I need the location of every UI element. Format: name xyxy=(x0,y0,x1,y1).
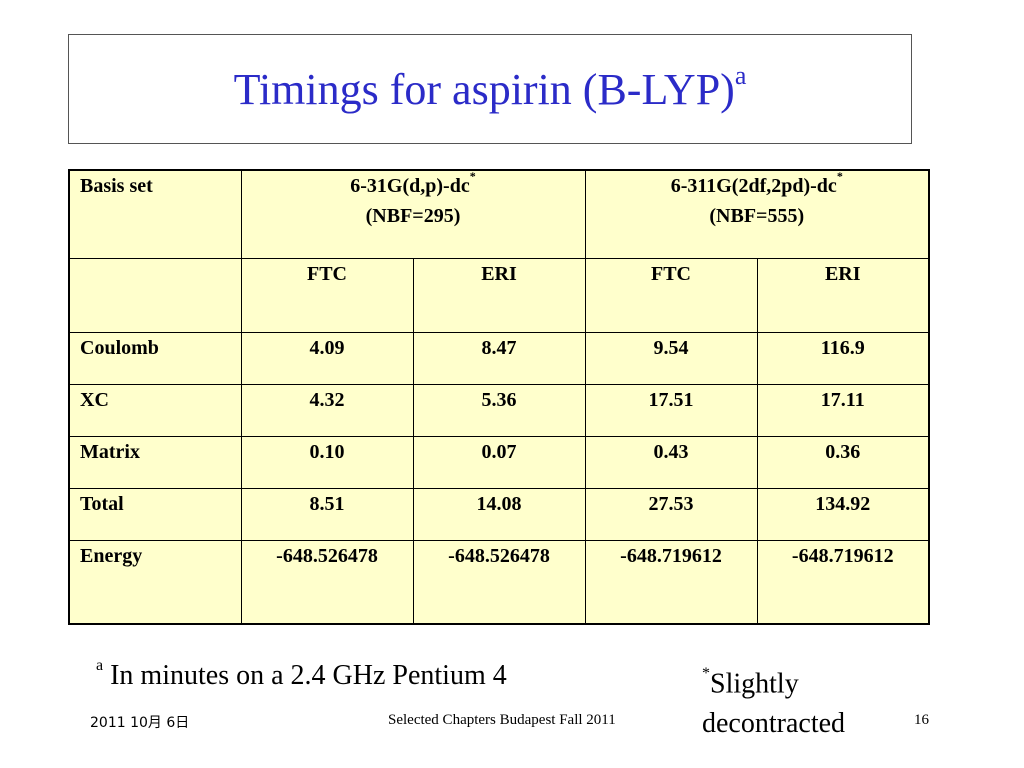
table-row: Total 8.51 14.08 27.53 134.92 xyxy=(68,487,930,541)
basis-set-2-name: 6-311G(2df,2pd)-dc xyxy=(670,175,837,197)
subheader-cell: FTC xyxy=(584,257,758,333)
table-row: XC 4.32 5.36 17.51 17.11 xyxy=(68,383,930,437)
footnote-star-line-1: *Slightly xyxy=(702,658,902,704)
subheader-cell: ERI xyxy=(412,257,586,333)
table-cell: 8.47 xyxy=(412,331,586,385)
basis-set-1-mark: * xyxy=(469,169,476,184)
table-row: Coulomb 4.09 8.47 9.54 116.9 xyxy=(68,331,930,385)
subheader-cell: ERI xyxy=(756,257,930,333)
table-row: Matrix 0.10 0.07 0.43 0.36 xyxy=(68,435,930,489)
page-number: 16 xyxy=(914,712,929,728)
footnote-star-text-2: decontracted xyxy=(702,708,846,740)
table-cell: 17.11 xyxy=(756,383,930,437)
row-label: Coulomb xyxy=(68,331,242,385)
basis-set-2-mark: * xyxy=(836,169,843,184)
timings-table: Basis set 6-31G(d,p)-dc* (NBF=295) 6-311… xyxy=(68,169,930,625)
basis-set-1-nbf: (NBF=295) xyxy=(365,205,461,227)
table-cell: 4.32 xyxy=(240,383,414,437)
row-label: Matrix xyxy=(68,435,242,489)
basis-set-2-nbf: (NBF=555) xyxy=(709,205,805,227)
table-cell: -648.526478 xyxy=(240,539,414,625)
row-label: Total xyxy=(68,487,242,541)
basis-set-header: Basis set xyxy=(68,169,242,259)
table-cell: 116.9 xyxy=(756,331,930,385)
table-cell: 9.54 xyxy=(584,331,758,385)
footnote-a-mark: a xyxy=(96,656,104,674)
footnote-a-text: In minutes on a 2.4 GHz Pentium 4 xyxy=(110,660,507,691)
row-label: Energy xyxy=(68,539,242,625)
slide-title: Timings for aspirin (B-LYP)a xyxy=(233,60,747,115)
row-label: XC xyxy=(68,383,242,437)
table-cell: -648.719612 xyxy=(584,539,758,625)
table-cell: 0.36 xyxy=(756,435,930,489)
table-cell: 14.08 xyxy=(412,487,586,541)
table-row: Energy -648.526478 -648.526478 -648.7196… xyxy=(68,539,930,625)
footer-date: 2011 10月 6日 xyxy=(90,715,190,731)
basis-set-2-name-line: 6-311G(2df,2pd)-dc* xyxy=(586,169,929,201)
footnote-star-mark: * xyxy=(702,665,710,682)
table-cell: 0.07 xyxy=(412,435,586,489)
basis-set-1-name: 6-31G(d,p)-dc xyxy=(350,175,470,197)
table-subheader-row: FTC ERI FTC ERI xyxy=(68,257,930,333)
subheader-cell: FTC xyxy=(240,257,414,333)
subheader-empty xyxy=(68,257,242,333)
slide-title-text: Timings for aspirin (B-LYP) xyxy=(233,64,735,114)
table-cell: 17.51 xyxy=(584,383,758,437)
table-cell: 4.09 xyxy=(240,331,414,385)
footnote-star: *Slightly decontracted xyxy=(702,658,902,744)
table-cell: -648.526478 xyxy=(412,539,586,625)
table-cell: 0.43 xyxy=(584,435,758,489)
footer-center: Selected Chapters Budapest Fall 2011 xyxy=(388,712,616,728)
table-header-row: Basis set 6-31G(d,p)-dc* (NBF=295) 6-311… xyxy=(68,169,930,259)
title-box: Timings for aspirin (B-LYP)a xyxy=(68,34,912,144)
basis-set-2-header: 6-311G(2df,2pd)-dc* (NBF=555) xyxy=(584,169,930,259)
table-cell: 0.10 xyxy=(240,435,414,489)
table-cell: 27.53 xyxy=(584,487,758,541)
table-cell: 5.36 xyxy=(412,383,586,437)
table-cell: -648.719612 xyxy=(756,539,930,625)
title-superscript: a xyxy=(734,60,747,90)
basis-set-1-header: 6-31G(d,p)-dc* (NBF=295) xyxy=(240,169,586,259)
basis-set-1-name-line: 6-31G(d,p)-dc* xyxy=(242,169,585,201)
footnote-a: a In minutes on a 2.4 GHz Pentium 4 xyxy=(96,656,507,692)
table-cell: 8.51 xyxy=(240,487,414,541)
footnote-star-text-1: Slightly xyxy=(710,668,799,700)
table-cell: 134.92 xyxy=(756,487,930,541)
